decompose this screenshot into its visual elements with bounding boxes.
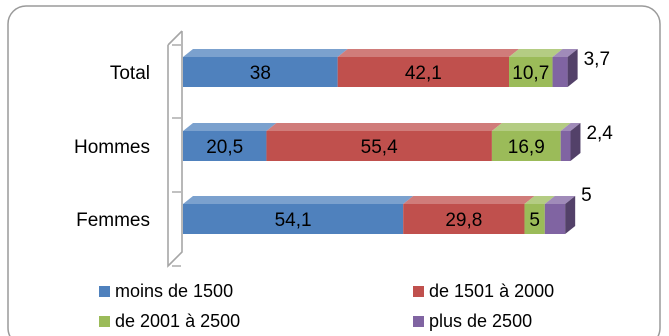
data-label-hommes-1: 55,4 (361, 137, 398, 158)
data-label-total-1: 42,1 (405, 63, 442, 84)
legend-item-0: moins de 1500 (99, 281, 233, 301)
category-label-hommes: Hommes (74, 137, 150, 158)
category-label-femmes: Femmes (76, 210, 150, 231)
legend-label: plus de 2500 (429, 311, 532, 331)
bar-hommes-2 (491, 123, 571, 161)
y-axis-line (167, 30, 183, 268)
legend-swatch (99, 286, 110, 297)
bar-hommes-0 (183, 123, 277, 161)
bar-femmes-0 (183, 196, 414, 234)
data-label-hommes-2: 16,9 (508, 137, 545, 158)
data-label-femmes-2: 5 (529, 210, 540, 231)
legend-item-1: de 1501 à 2000 (413, 281, 554, 301)
legend-item-3: plus de 2500 (413, 311, 532, 331)
data-label-hommes-3: 2,4 (586, 123, 613, 144)
data-label-total-3: 3,7 (584, 49, 610, 70)
data-label-femmes-3: 5 (581, 185, 592, 206)
legend: moins de 1500 de 1501 à 2000 de 2001 à 250… (99, 281, 554, 331)
bar-hommes-3 (560, 123, 581, 161)
category-label-total: Total (110, 63, 150, 84)
legend-label: moins de 1500 (115, 281, 233, 301)
legend-label: de 2001 à 2500 (115, 311, 240, 331)
data-label-total-0: 38 (250, 63, 271, 84)
data-label-total-2: 10,7 (512, 63, 549, 84)
bar-femmes-3 (544, 196, 576, 234)
data-label-hommes-0: 20,5 (206, 137, 243, 158)
data-label-femmes-1: 29,8 (445, 210, 482, 231)
bar-total-3 (552, 49, 578, 87)
legend-swatch (99, 316, 110, 327)
bar-total-0 (183, 49, 348, 87)
legend-swatch (413, 286, 424, 297)
bars-layer (183, 49, 581, 234)
legend-item-2: de 2001 à 2500 (99, 311, 240, 331)
bar-hommes-1 (266, 123, 502, 161)
bar-total-2 (509, 49, 563, 87)
legend-label: de 1501 à 2000 (429, 281, 554, 301)
axis-layer (167, 30, 183, 268)
chart-border (7, 5, 661, 336)
data-label-femmes-0: 54,1 (275, 210, 312, 231)
labels-layer: Total Hommes Femmes 38 42,1 10,7 3,7 20,5 55,4 16… (74, 49, 613, 231)
bar-total-1 (337, 49, 520, 87)
bar-femmes-1 (403, 196, 535, 234)
legend-swatch (413, 316, 424, 327)
bar-femmes-2 (524, 196, 555, 234)
